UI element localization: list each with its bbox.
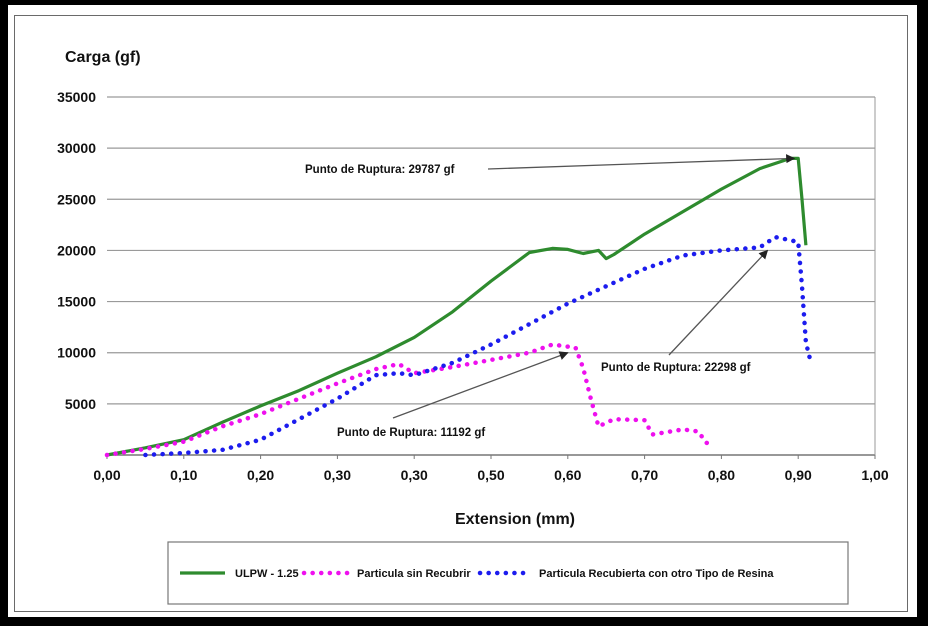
y-tick-label: 10000 bbox=[57, 345, 96, 361]
series-group bbox=[104, 156, 812, 458]
annotation-label: Punto de Ruptura: 22298 gf bbox=[601, 362, 751, 374]
x-tick-label: 0,20 bbox=[247, 467, 274, 483]
y-tick-label: 25000 bbox=[57, 191, 96, 207]
annotation-arrow bbox=[487, 154, 796, 170]
legend-label: Particula sin Recubrir bbox=[357, 568, 471, 580]
y-tick-label: 5000 bbox=[65, 396, 96, 412]
annotation-arrow bbox=[392, 351, 569, 419]
x-tick-label: 0,50 bbox=[477, 467, 504, 483]
y-tick-label: 20000 bbox=[57, 242, 96, 258]
x-axis-label: Extension (mm) bbox=[455, 511, 575, 528]
series-line-0 bbox=[106, 156, 808, 457]
grid-lines bbox=[107, 96, 876, 456]
y-tick-label: 30000 bbox=[57, 140, 96, 156]
series-line-1 bbox=[104, 342, 716, 458]
x-tick-label: 0,10 bbox=[170, 467, 197, 483]
chart-container bbox=[14, 15, 908, 612]
annotation-label: Punto de Ruptura: 29787 gf bbox=[305, 164, 455, 176]
legend-label: ULPW - 1.25 bbox=[235, 568, 299, 580]
x-tick-label: 0,00 bbox=[93, 467, 120, 483]
annotation-label: Punto de Ruptura: 11192 gf bbox=[337, 427, 485, 439]
x-tick-label: 0,90 bbox=[785, 467, 812, 483]
legend: ULPW - 1.25 Particula sin Recubrir Particu… bbox=[167, 541, 849, 605]
y-tick-labels: 35000 30000 25000 20000 15000 10000 5000 bbox=[57, 89, 96, 412]
x-tick-labels: 0,00 0,10 0,20 0,30 0,30 0,50 0,60 0,70 0,80 0,90… bbox=[93, 455, 889, 483]
x-tick-label: 0,60 bbox=[554, 467, 581, 483]
x-tick-label: 0,30 bbox=[324, 467, 351, 483]
x-tick-label: 0,80 bbox=[708, 467, 735, 483]
annotations: Punto de Ruptura: 29787 gf Punto de Ruptu… bbox=[305, 154, 796, 439]
x-tick-label: 0,30 bbox=[401, 467, 428, 483]
annotation-arrow bbox=[668, 249, 769, 356]
y-tick-label: 15000 bbox=[57, 294, 96, 310]
x-tick-label: 1,00 bbox=[861, 467, 888, 483]
x-tick-label: 0,70 bbox=[631, 467, 658, 483]
series-line-2 bbox=[143, 234, 812, 458]
y-axis-label: Carga (gf) bbox=[65, 49, 141, 66]
y-tick-label: 35000 bbox=[57, 89, 96, 105]
legend-label: Particula Recubierta con otro Tipo de Re… bbox=[539, 568, 774, 580]
